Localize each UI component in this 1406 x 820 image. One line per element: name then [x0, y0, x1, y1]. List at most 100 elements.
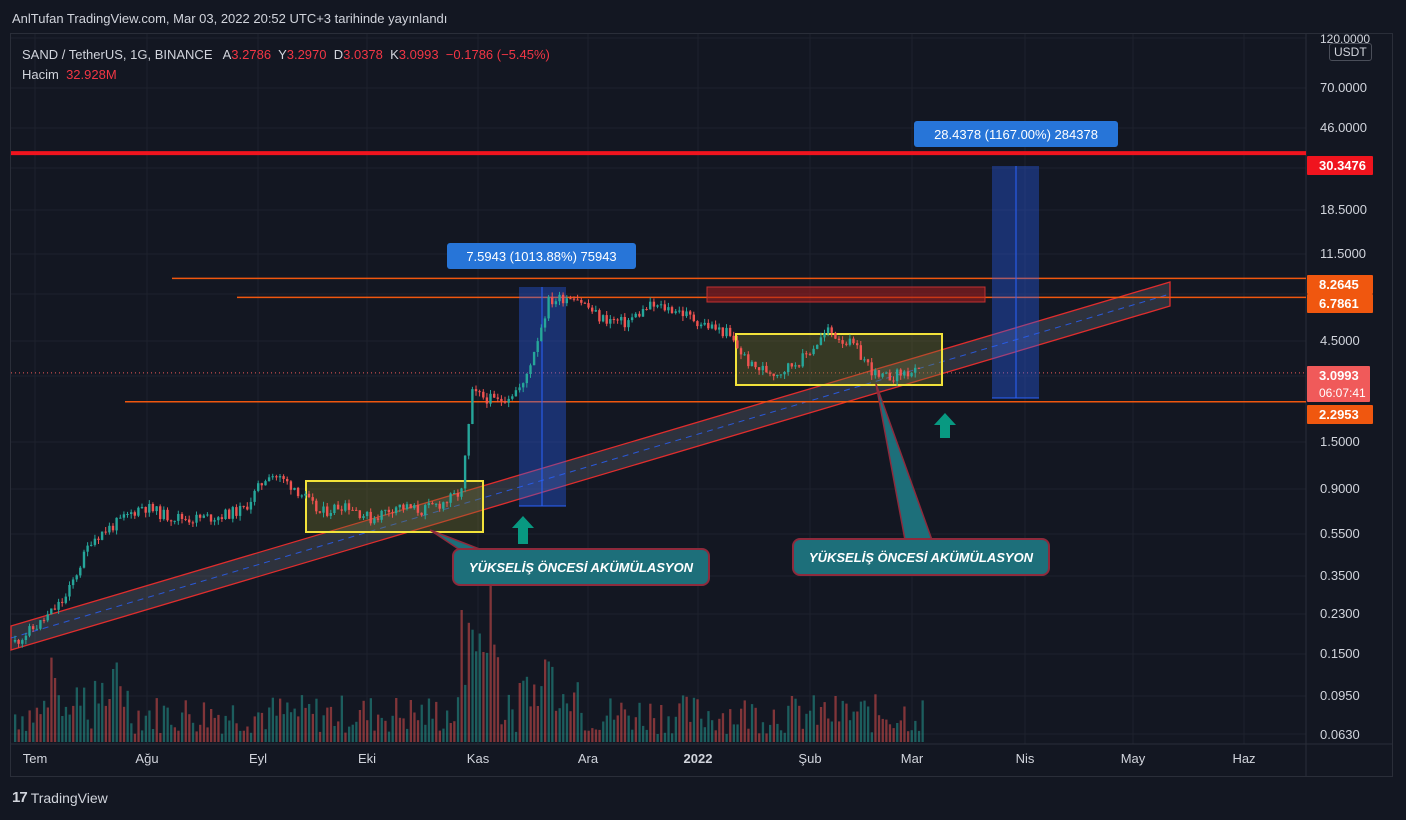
price-badge-value: 8.2645 [1319, 277, 1359, 292]
volume-bar [852, 711, 855, 742]
volume-bar [493, 644, 496, 742]
price-badge [1307, 156, 1373, 175]
candle-body [257, 483, 260, 491]
candle-body [449, 493, 452, 503]
time-tick: Tem [23, 751, 48, 766]
price-tick: 1.5000 [1320, 434, 1360, 449]
candle-body [765, 365, 768, 373]
volume-bar [689, 721, 692, 742]
price-badge-value: 6.7861 [1319, 296, 1359, 311]
volume-bar [235, 723, 238, 742]
candle-body [355, 509, 358, 511]
candle-body [144, 507, 147, 513]
candle-body [866, 359, 870, 363]
volume-bar [387, 731, 391, 742]
volume-bar [830, 721, 833, 742]
channel-band [10, 281, 1171, 651]
volume-bar [348, 726, 351, 742]
volume-bar [293, 708, 296, 742]
volume-bar [729, 709, 732, 742]
candle-body [888, 372, 891, 381]
volume-label: Hacim [22, 67, 59, 82]
price-badge [1307, 275, 1373, 294]
candle-body [558, 294, 561, 302]
candle-body [841, 340, 844, 344]
up-arrow-second [934, 413, 956, 438]
candlesticks [13, 291, 921, 648]
volume-bar [424, 724, 427, 742]
volume-bar [228, 720, 231, 742]
volume-bar [732, 724, 735, 742]
volume-bar [384, 720, 387, 742]
candle-body [140, 507, 144, 508]
candle-body [874, 370, 877, 376]
volume-bar [812, 695, 815, 742]
volume-bar [68, 714, 71, 742]
volume-bar [340, 695, 343, 742]
time-tick: Ağu [135, 751, 158, 766]
candle-body [351, 509, 354, 511]
time-axis: Tem Ağu Eyl Eki Kas Ara 2022 Şub Mar Nis May Haz [23, 751, 1256, 766]
channel-midline [10, 293, 1171, 639]
volume-bar [794, 698, 797, 742]
candle-body [823, 333, 826, 338]
volume-bar [79, 705, 82, 742]
volume-bar [220, 733, 224, 742]
candle-body [173, 520, 176, 522]
price-badge [1307, 405, 1373, 424]
candle-body [739, 348, 743, 355]
volume-bar [366, 720, 369, 742]
candle-body [474, 389, 478, 392]
candle-body [910, 372, 913, 377]
candle-body [242, 505, 245, 507]
candle-body [551, 296, 554, 305]
candle-body [413, 505, 416, 509]
volume-bar [93, 680, 97, 742]
candle-body [554, 301, 558, 305]
volume-bar [14, 714, 17, 742]
candle-body [885, 372, 888, 374]
volume-bars [14, 581, 924, 742]
candle-body [369, 511, 372, 524]
candle-body [405, 504, 409, 509]
volume-bar [181, 712, 184, 742]
candle-body [344, 503, 347, 511]
candle-body [347, 503, 351, 510]
price-tick: 4.5000 [1320, 333, 1360, 348]
volume-bar [602, 721, 605, 742]
candle-body [848, 338, 852, 345]
candle-body [13, 640, 17, 642]
tradingview-branding[interactable]: 17 TradingView [12, 789, 108, 806]
volume-bar [246, 726, 249, 742]
volume-bar [591, 728, 594, 742]
candle-body [384, 509, 387, 511]
volume-bar [765, 733, 768, 742]
candle-body [318, 511, 322, 513]
volume-bar [769, 724, 772, 742]
volume-bar [438, 730, 441, 742]
volume-bar [725, 733, 728, 742]
volume-bar [514, 731, 518, 742]
time-tick: Şub [798, 751, 821, 766]
candle-body [877, 370, 881, 377]
candle-body [24, 635, 28, 640]
currency-button[interactable]: USDT [1329, 43, 1372, 61]
volume-bar [104, 705, 107, 742]
volume-bar [35, 707, 39, 742]
volume-bar [714, 730, 717, 742]
candle-body [206, 514, 209, 516]
candle-body [511, 396, 514, 399]
volume-bar [678, 703, 681, 742]
candle-body [899, 369, 902, 376]
time-tick: Ara [578, 751, 599, 766]
price-tick: 0.0950 [1320, 688, 1360, 703]
candle-body [790, 363, 793, 367]
candle-body [300, 495, 303, 497]
volume-bar [115, 662, 118, 742]
volume-bar [623, 709, 627, 742]
volume-bar [638, 702, 641, 742]
candle-body [667, 307, 670, 311]
candle-body [659, 304, 663, 306]
candle-body [249, 501, 253, 510]
